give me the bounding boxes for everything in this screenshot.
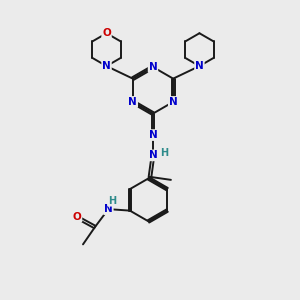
Text: N: N xyxy=(148,62,158,72)
Text: O: O xyxy=(73,212,81,222)
Text: N: N xyxy=(102,61,111,71)
Text: H: H xyxy=(160,148,168,158)
Text: N: N xyxy=(195,61,204,71)
Text: N: N xyxy=(104,204,113,214)
Text: N: N xyxy=(148,130,158,140)
Text: N: N xyxy=(169,97,178,107)
Text: N: N xyxy=(148,150,158,161)
Text: N: N xyxy=(128,97,137,107)
Text: H: H xyxy=(108,196,116,206)
Text: O: O xyxy=(102,28,111,38)
